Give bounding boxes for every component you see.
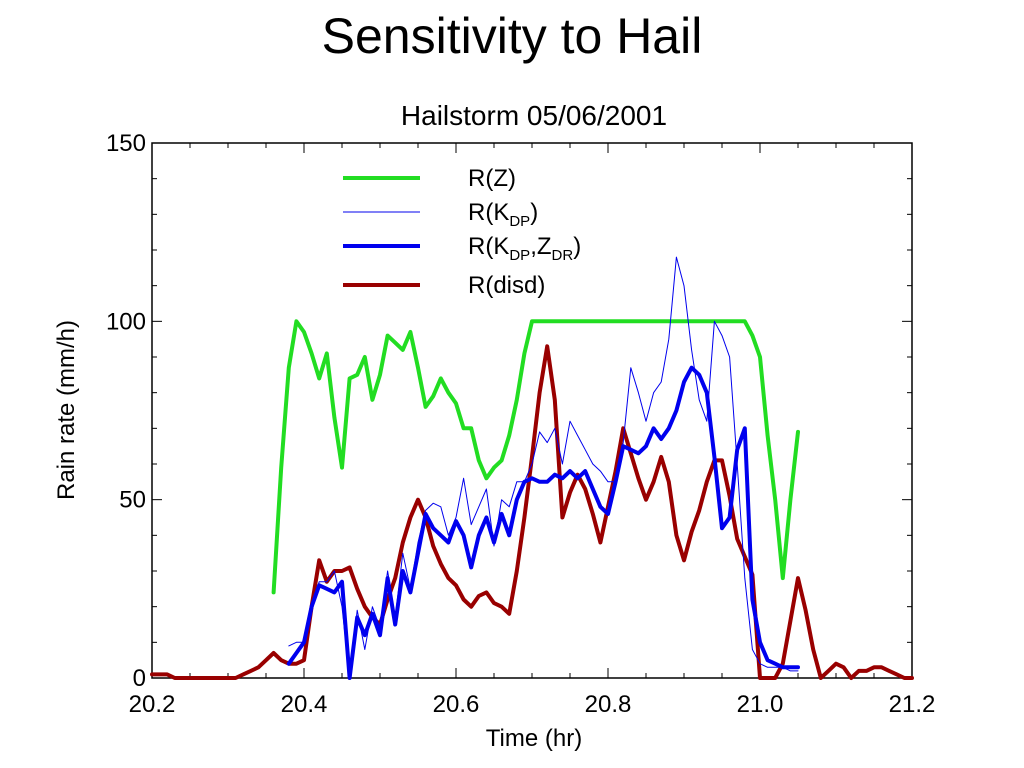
x-tick-label: 20.4 — [281, 691, 328, 718]
x-tick-label: 20.6 — [433, 691, 480, 718]
legend-label: R(KDP) — [468, 199, 538, 230]
legend-label: R(KDP,ZDR) — [468, 233, 581, 264]
legend: R(Z) R(KDP)R(KDP,ZDR) R(disd) — [343, 165, 581, 299]
legend-label: R(Z) — [468, 165, 516, 192]
x-axis-label: Time (hr) — [486, 725, 582, 752]
plot-area: 20.2 20.4 20.6 20.8 21.0 21.2 0 50 100 150 — [106, 130, 935, 718]
x-tick-label: 20.8 — [585, 691, 632, 718]
series-line-r-k-dp — [288, 256, 799, 679]
series-line-r-z — [271, 319, 800, 595]
y-tick-label: 150 — [106, 130, 146, 157]
legend-label: R(disd) — [468, 272, 545, 299]
series-line-r-k-dp-z-dr — [286, 365, 800, 680]
x-tick-label: 21.0 — [737, 691, 784, 718]
slide-title: Sensitivity to Hail — [321, 8, 703, 64]
x-tick-label: 20.2 — [129, 691, 176, 718]
chart-title: Hailstorm 05/06/2001 — [401, 100, 667, 131]
y-tick-label: 0 — [133, 665, 146, 692]
series-line-r-disd — [150, 344, 914, 680]
x-tick-label: 21.2 — [889, 691, 936, 718]
y-tick-label: 50 — [119, 487, 146, 514]
y-axis-label: Rain rate (mm/h) — [53, 320, 80, 500]
y-tick-label: 100 — [106, 308, 146, 335]
